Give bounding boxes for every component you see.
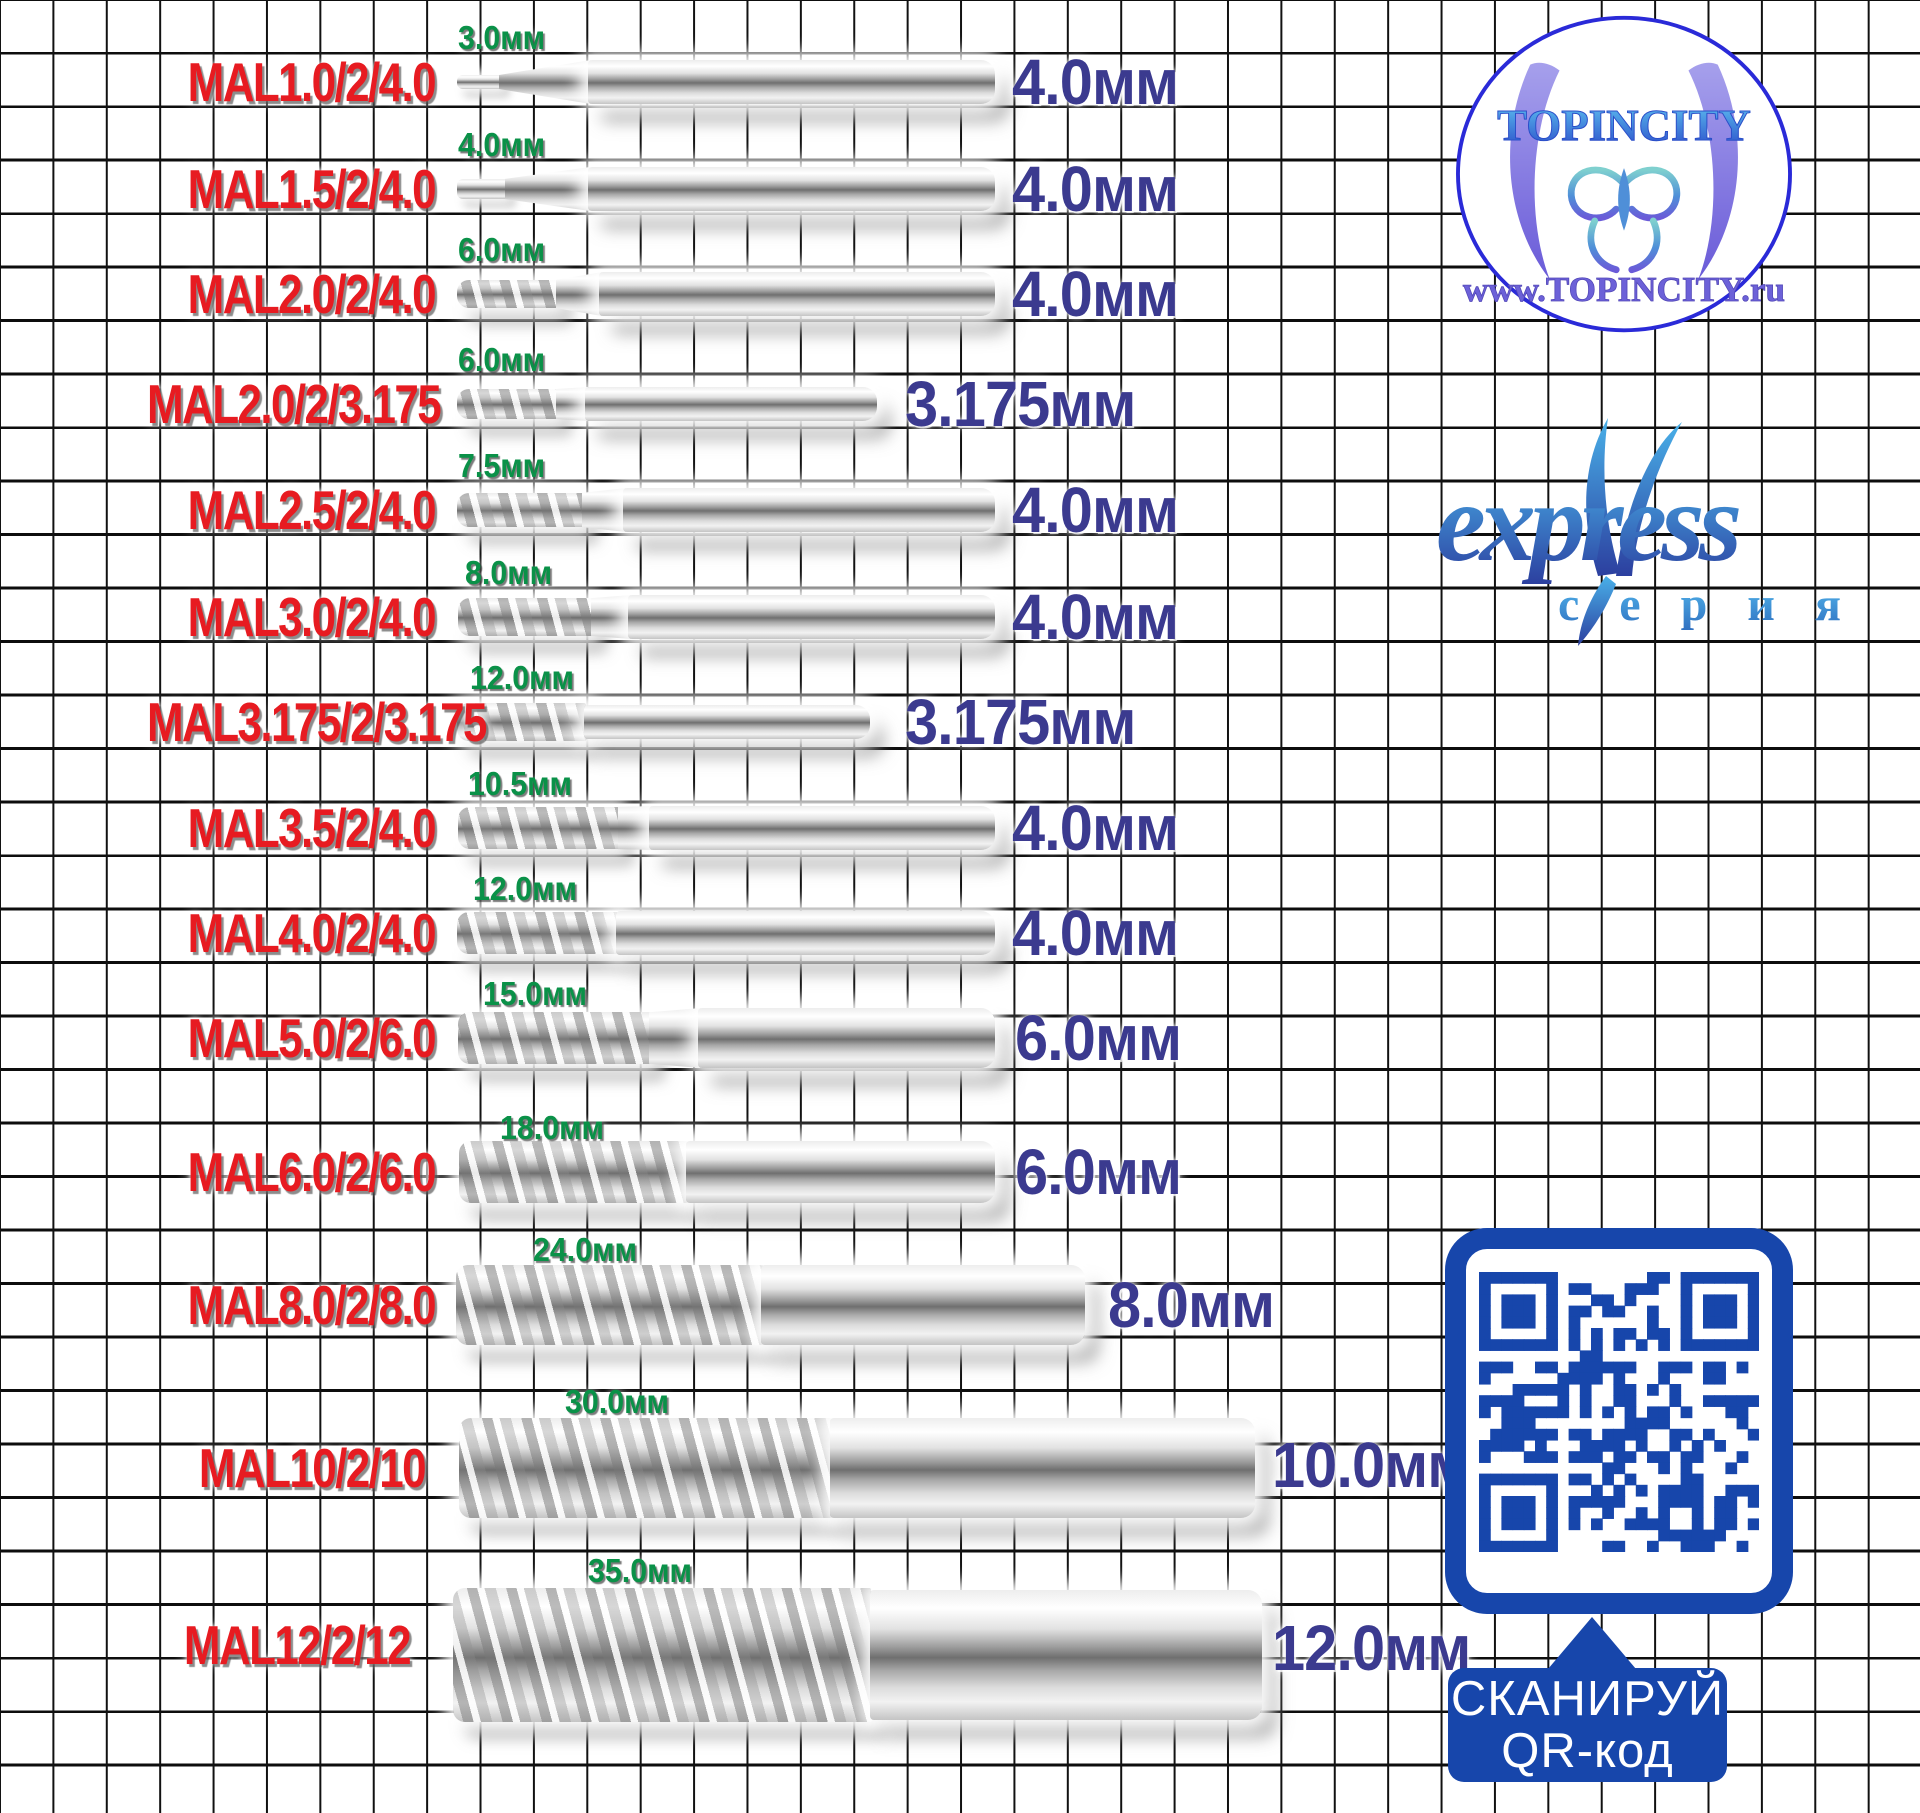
model-label: MAL5.0/2/6.0 xyxy=(187,1007,437,1069)
shank-diameter-label: 4.0мм xyxy=(1012,474,1179,546)
model-label: MAL3.175/2/3.175 xyxy=(147,691,487,753)
endmill-shank xyxy=(585,387,877,421)
shank-diameter-label: 6.0мм xyxy=(1015,1136,1182,1208)
model-label: MAL3.0/2/4.0 xyxy=(187,586,437,648)
shank-diameter-label: 4.0мм xyxy=(1012,792,1179,864)
endmill-flutes xyxy=(456,1265,764,1345)
flute-length-label: 35.0мм xyxy=(588,1552,693,1589)
model-label: MAL4.0/2/4.0 xyxy=(187,902,437,964)
qr-banner-pointer xyxy=(1548,1617,1636,1669)
flute-length-label: 6.0мм xyxy=(458,231,546,268)
qr-pattern xyxy=(1479,1272,1759,1552)
endmill-shank xyxy=(649,806,995,850)
qr-banner: СКАНИРУЙ QR-код xyxy=(1448,1668,1727,1782)
endmill-flutes xyxy=(457,280,559,308)
endmill-flutes xyxy=(459,1141,689,1203)
qr-banner-line1: СКАНИРУЙ xyxy=(1450,1672,1725,1726)
model-label: MAL6.0/2/6.0 xyxy=(187,1141,437,1203)
shank-diameter-label: 10.0мм xyxy=(1272,1429,1471,1501)
logo-fish xyxy=(1618,168,1630,231)
shank-diameter-label: 6.0мм xyxy=(1015,1002,1182,1074)
model-label: MAL2.5/2/4.0 xyxy=(187,479,437,541)
seriya-text: с е р и я xyxy=(1558,578,1855,631)
model-label: MAL8.0/2/8.0 xyxy=(187,1274,437,1336)
flute-length-label: 30.0мм xyxy=(565,1383,670,1420)
flute-length-label: 3.0мм xyxy=(458,19,546,56)
flute-length-label: 7.5мм xyxy=(458,447,546,484)
endmill-shank xyxy=(686,1141,995,1203)
endmill-taper xyxy=(582,488,626,532)
endmill-flutes xyxy=(459,1418,833,1518)
endmill-taper xyxy=(618,806,652,850)
shank-diameter-label: 3.175мм xyxy=(905,368,1136,440)
shank-diameter-label: 4.0мм xyxy=(1012,153,1179,225)
flute-length-label: 12.0мм xyxy=(473,870,578,907)
logo-title-text: TOPINCITY xyxy=(1497,100,1751,150)
flute-length-label: 18.0мм xyxy=(500,1109,605,1146)
model-label: MAL2.0/2/4.0 xyxy=(187,263,437,325)
endmill-shank xyxy=(830,1418,1255,1518)
endmill-taper xyxy=(556,272,602,316)
logo-left-wing xyxy=(1510,62,1560,280)
endmill-flutes xyxy=(458,1012,652,1064)
endmill-shank xyxy=(584,705,870,739)
endmill-flutes xyxy=(457,703,587,741)
endmill-flutes xyxy=(457,493,585,527)
endmill-shank xyxy=(623,488,995,532)
model-label: MAL10/2/10 xyxy=(198,1437,427,1499)
topincity-logo: TOPINCITY www.TOPINCITY.ru xyxy=(1448,8,1800,347)
endmill-flutes xyxy=(458,807,621,849)
flute-length-label: 12.0мм xyxy=(470,659,575,696)
endmill-flutes xyxy=(458,598,594,636)
endmill-shank xyxy=(761,1265,1085,1345)
shank-diameter-label: 4.0мм xyxy=(1012,897,1179,969)
model-label: MAL2.0/2/3.175 xyxy=(147,373,442,435)
express-text: express xyxy=(1436,461,1740,585)
logo-ornament xyxy=(1567,166,1681,274)
shank-diameter-label: 8.0мм xyxy=(1108,1269,1275,1341)
endmill-flutes xyxy=(457,912,619,954)
model-label: MAL12/2/12 xyxy=(183,1614,412,1676)
shank-diameter-label: 3.175мм xyxy=(905,686,1136,758)
model-label: MAL3.5/2/4.0 xyxy=(187,797,437,859)
logo-url-text: www.TOPINCITY.ru xyxy=(1463,270,1785,309)
flute-length-label: 6.0мм xyxy=(458,341,546,378)
endmill-shank xyxy=(588,60,995,104)
endmill-shank xyxy=(588,167,995,211)
endmill-shank xyxy=(628,595,995,639)
endmill-flutes xyxy=(457,389,559,419)
express-series-logo: express с е р и я xyxy=(1430,408,1920,663)
model-label: MAL1.0/2/4.0 xyxy=(187,51,437,113)
endmill-taper xyxy=(556,387,588,421)
flute-length-label: 4.0мм xyxy=(458,126,546,163)
endmill-shank xyxy=(698,1008,995,1068)
flute-length-label: 15.0мм xyxy=(483,975,588,1012)
endmill-taper xyxy=(591,595,631,639)
endmill-taper xyxy=(649,1008,701,1068)
shank-diameter-label: 12.0мм xyxy=(1272,1612,1471,1684)
qr-banner-line2: QR-код xyxy=(1501,1724,1674,1778)
flute-length-label: 24.0мм xyxy=(533,1231,638,1268)
shank-diameter-label: 4.0мм xyxy=(1012,258,1179,330)
logo-right-wing xyxy=(1688,62,1738,280)
shank-diameter-label: 4.0мм xyxy=(1012,46,1179,118)
flute-length-label: 8.0мм xyxy=(465,554,553,591)
express-sprout xyxy=(1578,418,1682,646)
endmill-tip xyxy=(457,75,503,89)
endmill-shank xyxy=(870,1590,1262,1720)
endmill-flutes xyxy=(453,1588,873,1722)
flute-length-label: 10.5мм xyxy=(468,765,573,802)
model-label: MAL1.5/2/4.0 xyxy=(187,158,437,220)
endmill-shank xyxy=(599,272,995,316)
endmill-tip xyxy=(457,179,509,199)
endmill-shank xyxy=(616,911,995,955)
qr-code xyxy=(1445,1228,1793,1614)
shank-diameter-label: 4.0мм xyxy=(1012,581,1179,653)
